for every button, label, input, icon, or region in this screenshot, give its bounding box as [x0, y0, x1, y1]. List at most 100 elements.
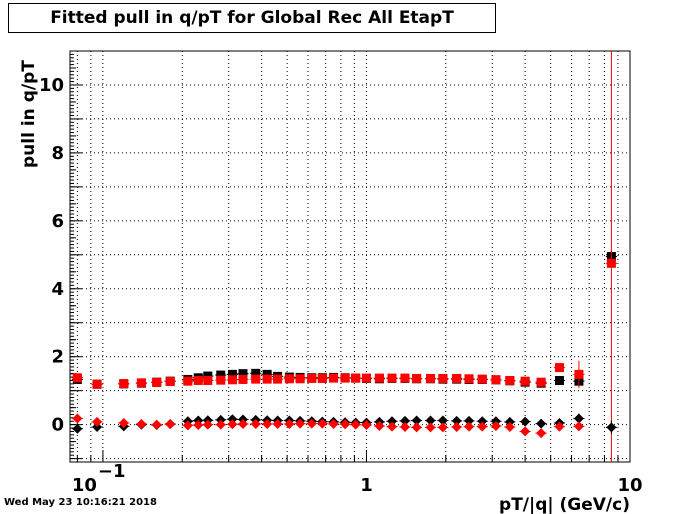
- data-point-diamond: [317, 418, 328, 429]
- data-point-diamond: [411, 422, 422, 433]
- data-point-diamond: [437, 415, 448, 426]
- data-point-square: [251, 368, 261, 378]
- data-point-square: [491, 375, 501, 385]
- data-point-diamond: [165, 419, 176, 430]
- data-point-diamond: [464, 415, 475, 426]
- data-point-square: [238, 369, 248, 379]
- data-point-diamond: [573, 413, 584, 424]
- data-point-square: [238, 374, 248, 384]
- y-tick-label: 10: [39, 75, 64, 96]
- data-point-diamond: [340, 419, 351, 430]
- data-point-diamond: [451, 422, 462, 433]
- data-point-square: [477, 374, 487, 384]
- data-point-square: [273, 374, 283, 384]
- data-point-diamond: [399, 422, 410, 433]
- data-point-diamond: [72, 413, 83, 424]
- data-point-square: [554, 363, 564, 373]
- data-point-square: [606, 258, 616, 268]
- data-point-square: [361, 373, 371, 383]
- series-3: [71, 413, 585, 439]
- y-tick-label: 4: [51, 279, 64, 300]
- x-axis-label: pT/|q| (GeV/c): [499, 495, 630, 514]
- data-point-square: [438, 373, 448, 383]
- data-point-square: [505, 375, 515, 385]
- data-point-square: [203, 375, 213, 385]
- plot-frame: [69, 50, 631, 463]
- data-point-diamond: [387, 421, 398, 432]
- data-point-square: [216, 370, 226, 380]
- data-point-square: [193, 375, 203, 385]
- data-point-diamond: [477, 416, 488, 427]
- data-point-diamond: [374, 420, 385, 431]
- data-point-diamond: [262, 418, 273, 429]
- data-point-square: [317, 373, 327, 383]
- series-1: [71, 51, 617, 462]
- data-point-square: [119, 379, 129, 389]
- data-point-diamond: [411, 415, 422, 426]
- grid-lines: [70, 50, 631, 462]
- data-point-square: [351, 373, 361, 383]
- data-point-square: [340, 373, 350, 383]
- data-point-diamond: [306, 418, 317, 429]
- data-point-square: [165, 376, 175, 386]
- data-point-square: [307, 373, 317, 383]
- data-point-square: [251, 374, 261, 384]
- data-point-diamond: [606, 422, 617, 433]
- data-point-diamond: [72, 423, 83, 434]
- data-point-diamond: [227, 414, 238, 425]
- data-point-square: [400, 373, 410, 383]
- y-tick-label: 8: [51, 143, 64, 164]
- data-point-diamond: [573, 421, 584, 432]
- data-point-square: [520, 376, 530, 386]
- data-point-square: [574, 369, 584, 379]
- data-point-square: [136, 378, 146, 388]
- data-point-diamond: [182, 420, 193, 431]
- data-point-square: [183, 376, 193, 386]
- x-tick-label-exponent: −1: [98, 461, 126, 482]
- data-point-diamond: [284, 418, 295, 429]
- data-point-diamond: [464, 421, 475, 432]
- data-series: [71, 51, 617, 462]
- data-point-diamond: [237, 418, 248, 429]
- data-point-diamond: [328, 418, 339, 429]
- data-point-diamond: [350, 419, 361, 430]
- data-point-square: [227, 375, 237, 385]
- data-point-diamond: [193, 419, 204, 430]
- data-point-square: [554, 375, 564, 385]
- data-point-diamond: [536, 418, 547, 429]
- data-point-diamond: [477, 421, 488, 432]
- data-point-square: [262, 374, 272, 384]
- data-point-square: [284, 374, 294, 384]
- y-tick-label: 2: [51, 347, 64, 368]
- data-point-diamond: [425, 415, 436, 426]
- axis-ticks: [70, 50, 631, 462]
- x-tick-label: 10: [617, 475, 642, 496]
- data-point-diamond: [215, 419, 226, 430]
- data-point-diamond: [202, 419, 213, 430]
- data-point-square: [227, 369, 237, 379]
- data-point-square: [262, 369, 272, 379]
- data-point-diamond: [92, 422, 103, 433]
- data-point-diamond: [387, 416, 398, 427]
- data-point-square: [412, 373, 422, 383]
- data-point-square: [387, 373, 397, 383]
- x-tick-label: 1: [360, 475, 373, 496]
- x-tick-labels: 10−11 10: [72, 461, 643, 496]
- y-axis-label: pull in q/pT: [19, 60, 39, 168]
- data-point-diamond: [490, 420, 501, 431]
- data-point-diamond: [451, 415, 462, 426]
- timestamp: Wed May 23 10:16:21 2018: [4, 497, 157, 508]
- data-point-diamond: [520, 416, 531, 427]
- data-point-diamond: [520, 426, 531, 437]
- data-point-square: [374, 373, 384, 383]
- data-point-diamond: [437, 422, 448, 433]
- data-point-diamond: [250, 418, 261, 429]
- data-point-diamond: [92, 416, 103, 427]
- chart-title: Fitted pull in q/pT for Global Rec All E…: [50, 8, 454, 28]
- data-point-square: [216, 375, 226, 385]
- data-point-square: [464, 374, 474, 384]
- series-0: [71, 249, 617, 389]
- data-point-square: [72, 373, 82, 383]
- data-point-square: [452, 373, 462, 383]
